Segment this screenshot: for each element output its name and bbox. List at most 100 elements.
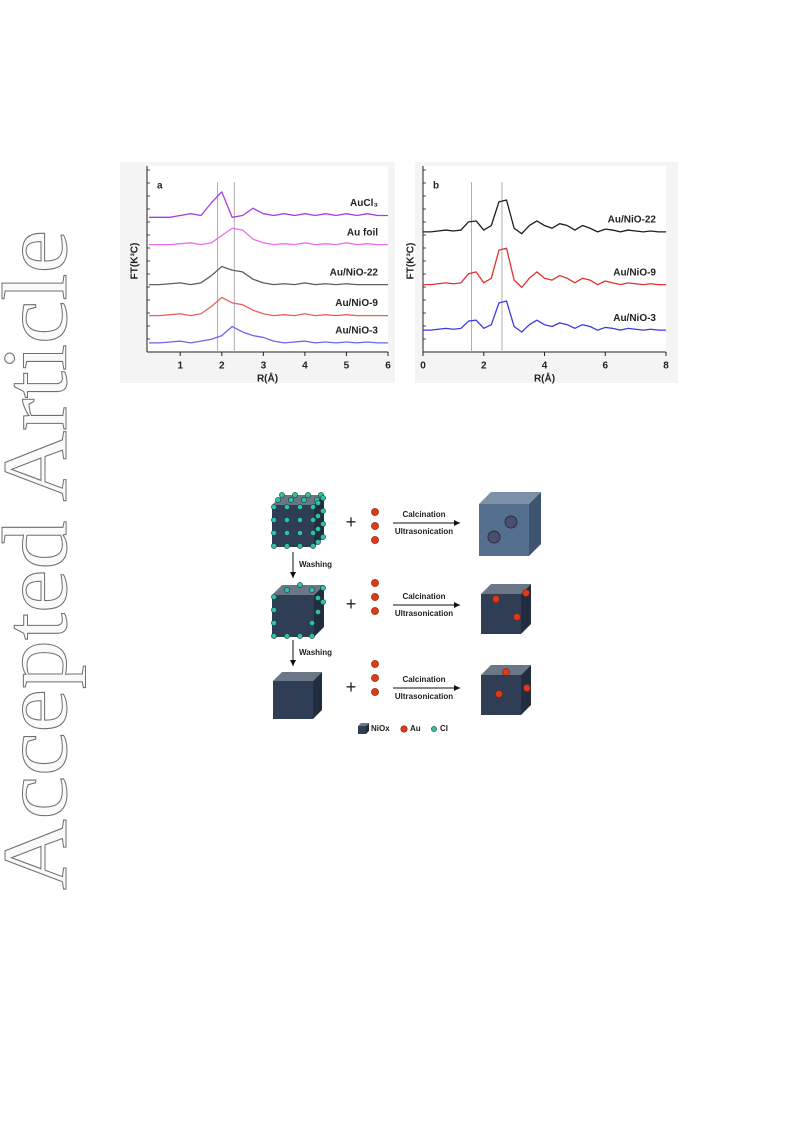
cl-atom	[320, 599, 326, 605]
au-cluster	[504, 515, 518, 529]
arrow-label-bottom: Ultrasonication	[395, 527, 453, 536]
cl-atom	[292, 492, 298, 498]
cl-atom	[310, 530, 316, 536]
cl-atom	[284, 504, 290, 510]
cl-atom	[271, 620, 277, 626]
x-tick-label: 5	[344, 361, 350, 372]
cube-side	[529, 492, 541, 556]
cl-atom	[320, 508, 326, 514]
cl-atom	[301, 497, 307, 503]
cl-atom	[320, 495, 326, 501]
au-particle	[371, 660, 379, 668]
series-label: Au/NiO-3	[613, 313, 656, 324]
cl-atom	[284, 587, 290, 593]
x-tick-label: 2	[481, 361, 487, 372]
cube-front	[481, 594, 521, 634]
x-tick-label: 3	[261, 361, 267, 372]
x-axis-label: R(Å)	[534, 372, 555, 385]
arrow-label-bottom: Ultrasonication	[395, 609, 453, 618]
series-label: Au/NiO-9	[335, 298, 378, 309]
cube-side	[313, 672, 322, 719]
x-tick-label: 6	[602, 361, 608, 372]
plot-area	[147, 166, 388, 352]
cl-atom	[271, 543, 277, 549]
cl-atom	[315, 609, 321, 615]
arrow-label-top: Calcination	[402, 592, 445, 601]
cube-side	[366, 723, 369, 734]
cl-atom	[297, 517, 303, 523]
cl-atom	[297, 530, 303, 536]
arrow-label-top: Calcination	[402, 675, 445, 684]
cl-atom	[284, 517, 290, 523]
cl-atom	[315, 595, 321, 601]
cl-atom	[315, 500, 321, 506]
cube-side	[314, 495, 324, 547]
plus-sign: +	[346, 677, 357, 697]
spectrum-line	[423, 199, 666, 235]
cube-front	[358, 726, 366, 734]
cl-atom	[320, 534, 326, 540]
x-tick-label: 4	[302, 361, 308, 372]
au-particle	[522, 589, 530, 597]
legend-label: NiOx	[371, 724, 390, 733]
x-tick-label: 4	[542, 361, 548, 372]
cl-atom	[320, 585, 326, 591]
cube-top	[481, 584, 531, 594]
cube-front	[272, 505, 314, 547]
series-label: Au/NiO-22	[330, 267, 379, 278]
panel-label: a	[157, 181, 163, 192]
cube-top	[479, 492, 541, 504]
panel-label: b	[433, 181, 439, 192]
cube-front	[273, 681, 313, 719]
au-particle	[371, 674, 379, 682]
cl-atom	[309, 620, 315, 626]
cl-atom	[297, 633, 303, 639]
au-particle	[371, 508, 379, 516]
series-label: Au foil	[347, 227, 378, 238]
cube-front	[479, 504, 529, 556]
legend-label: Cl	[440, 724, 448, 733]
spectrum-line	[149, 227, 388, 246]
au-particle	[371, 579, 379, 587]
arrow-label-top: Calcination	[402, 510, 445, 519]
plus-sign: +	[346, 512, 357, 532]
cl-atom	[275, 497, 281, 503]
plot-area	[423, 166, 666, 352]
series-label: Au/NiO-9	[613, 267, 656, 278]
plus-sign: +	[346, 594, 357, 614]
spectrum-line	[149, 191, 388, 218]
au-particle	[371, 593, 379, 601]
spectrum-line	[149, 325, 388, 344]
cl-atom	[284, 543, 290, 549]
au-particle	[492, 595, 500, 603]
au-particle	[502, 668, 510, 676]
series-label: Au/NiO-3	[335, 326, 378, 337]
cl-atom	[297, 582, 303, 588]
cl-atom	[315, 539, 321, 545]
series-label: Au/NiO-22	[608, 215, 657, 226]
cl-atom	[305, 492, 311, 498]
y-axis-label: FT(K³C)	[406, 243, 417, 280]
cube-top	[272, 495, 324, 505]
spectrum-line	[423, 247, 666, 289]
y-axis-label: FT(K³C)	[130, 243, 141, 280]
cl-atom	[279, 492, 285, 498]
cl-atom	[310, 543, 316, 549]
au-particle	[523, 684, 531, 692]
washing-label: Washing	[299, 648, 332, 657]
cl-atom	[315, 526, 321, 532]
cl-atom	[297, 543, 303, 549]
x-axis-label: R(Å)	[257, 372, 278, 385]
au-particle	[371, 522, 379, 530]
arrow-label-bottom: Ultrasonication	[395, 692, 453, 701]
cl-atom	[310, 517, 316, 523]
au-particle	[495, 690, 503, 698]
cube-top	[273, 672, 322, 681]
cl-atom	[309, 587, 315, 593]
spectrum-line	[149, 265, 388, 286]
cl-atom	[320, 521, 326, 527]
x-tick-label: 2	[219, 361, 225, 372]
watermark: Accepted Article	[0, 230, 86, 890]
